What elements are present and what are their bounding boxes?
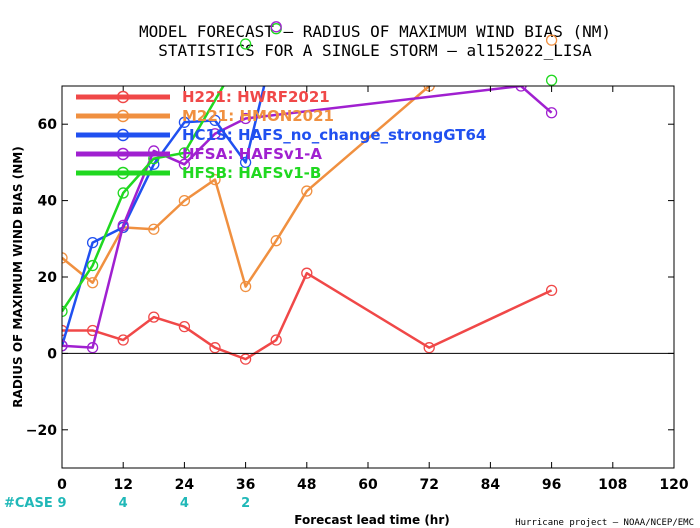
legend-label: H221: HWRF2021	[182, 88, 330, 106]
series-point	[86, 259, 99, 272]
y-tick-label: 60	[38, 117, 58, 133]
y-tick-label: 40	[38, 194, 58, 210]
case-label: #CASE	[4, 496, 53, 511]
outside-point	[545, 34, 558, 46]
case-count: 4	[180, 496, 189, 511]
legend-marker	[116, 109, 130, 123]
outside-point	[545, 74, 558, 86]
x-tick-label: 108	[598, 477, 627, 493]
series-point	[239, 156, 252, 169]
series-point	[209, 128, 221, 140]
series-point	[209, 173, 221, 186]
series-line	[62, 86, 266, 347]
series-point	[86, 342, 99, 354]
series-point	[148, 311, 160, 323]
series-point	[423, 342, 435, 354]
chart-title: MODEL FORECAST — RADIUS OF MAXIMUM WIND …	[139, 22, 611, 41]
legend-label: M221: HMON2021	[182, 107, 334, 125]
series-0	[62, 267, 558, 365]
outside-markers-layer	[239, 21, 558, 86]
case-counts: 9 4 4 2	[57, 496, 250, 511]
series-point	[86, 236, 99, 249]
footer-credit: Hurricane project — NOAA/NCEP/EMC	[515, 518, 694, 528]
series-point	[62, 305, 68, 318]
y-axis-label: RADIUS OF MAXIMUM WIND BIAS (NM)	[11, 146, 25, 407]
legend-label: HC1S: HAFS_no_change_strongGT64	[182, 126, 486, 144]
series-point	[545, 284, 558, 297]
x-tick-label: 0	[57, 477, 67, 493]
series-2	[62, 86, 266, 352]
case-count: 9	[57, 496, 66, 511]
series-point	[86, 277, 99, 289]
series-point	[239, 353, 252, 365]
series-line	[62, 86, 225, 313]
series-point	[301, 185, 313, 197]
y-tick-label: −20	[26, 423, 57, 439]
x-tick-label: 48	[297, 477, 316, 493]
legend-label: HFSA: HAFSv1-A	[182, 145, 322, 163]
x-tick-label: 24	[175, 477, 195, 493]
legend-entry: H221: HWRF2021	[76, 88, 330, 106]
series-point	[178, 321, 191, 333]
y-tick-label: 20	[38, 270, 58, 286]
legend-marker	[116, 166, 130, 180]
series-point	[239, 280, 252, 293]
series-point	[270, 334, 282, 346]
series-point	[148, 223, 160, 235]
legend-entry: HC1S: HAFS_no_change_strongGT64	[76, 126, 486, 144]
series-line	[62, 271, 553, 361]
x-tick-label: 36	[236, 477, 255, 493]
legend-label: HFSB: HAFSv1-B	[182, 164, 321, 182]
series-point	[62, 252, 68, 264]
series-point	[515, 86, 527, 92]
x-tick-label: 12	[113, 477, 132, 493]
x-axis-label: Forecast lead time (hr)	[294, 513, 450, 527]
series-point	[270, 235, 282, 247]
x-tick-label: 96	[542, 477, 561, 493]
series-point	[178, 194, 191, 207]
case-count: 2	[241, 496, 250, 511]
x-axis-ticks: 0 12 24 36 48 60 72 84 96 108 120	[57, 86, 689, 493]
series-point	[178, 116, 191, 128]
legend-entry: HFSB: HAFSv1-B	[76, 164, 321, 182]
x-tick-label: 120	[659, 477, 688, 493]
x-tick-label: 72	[419, 477, 438, 493]
x-tick-label: 84	[481, 477, 501, 493]
legend-entry: M221: HMON2021	[76, 107, 334, 125]
outside-point	[239, 38, 252, 50]
y-tick-label: 0	[47, 346, 57, 362]
case-count: 4	[119, 496, 128, 511]
series-3	[62, 86, 558, 354]
series-point	[178, 147, 191, 159]
series-point	[209, 114, 221, 127]
series-4	[62, 86, 225, 318]
series-point	[239, 112, 252, 125]
series-point	[117, 187, 129, 199]
legend-marker	[116, 90, 130, 104]
series-layer	[62, 86, 558, 365]
series-line	[62, 86, 553, 349]
legend-marker	[116, 147, 130, 161]
outside-point	[270, 21, 282, 33]
series-point	[62, 340, 68, 352]
series-point	[178, 158, 191, 170]
series-point	[117, 334, 129, 346]
legend-entry: HFSA: HAFSv1-A	[76, 145, 322, 163]
series-point	[209, 342, 221, 354]
x-tick-label: 60	[358, 477, 378, 493]
series-point	[301, 267, 313, 279]
series-point	[545, 107, 558, 119]
y-axis-ticks: −20 0 20 40 60	[26, 117, 674, 439]
series-line	[62, 86, 433, 288]
legend-marker	[116, 128, 130, 142]
series-point	[117, 219, 129, 232]
chart-subtitle: STATISTICS FOR A SINGLE STORM — al152022…	[158, 41, 592, 60]
